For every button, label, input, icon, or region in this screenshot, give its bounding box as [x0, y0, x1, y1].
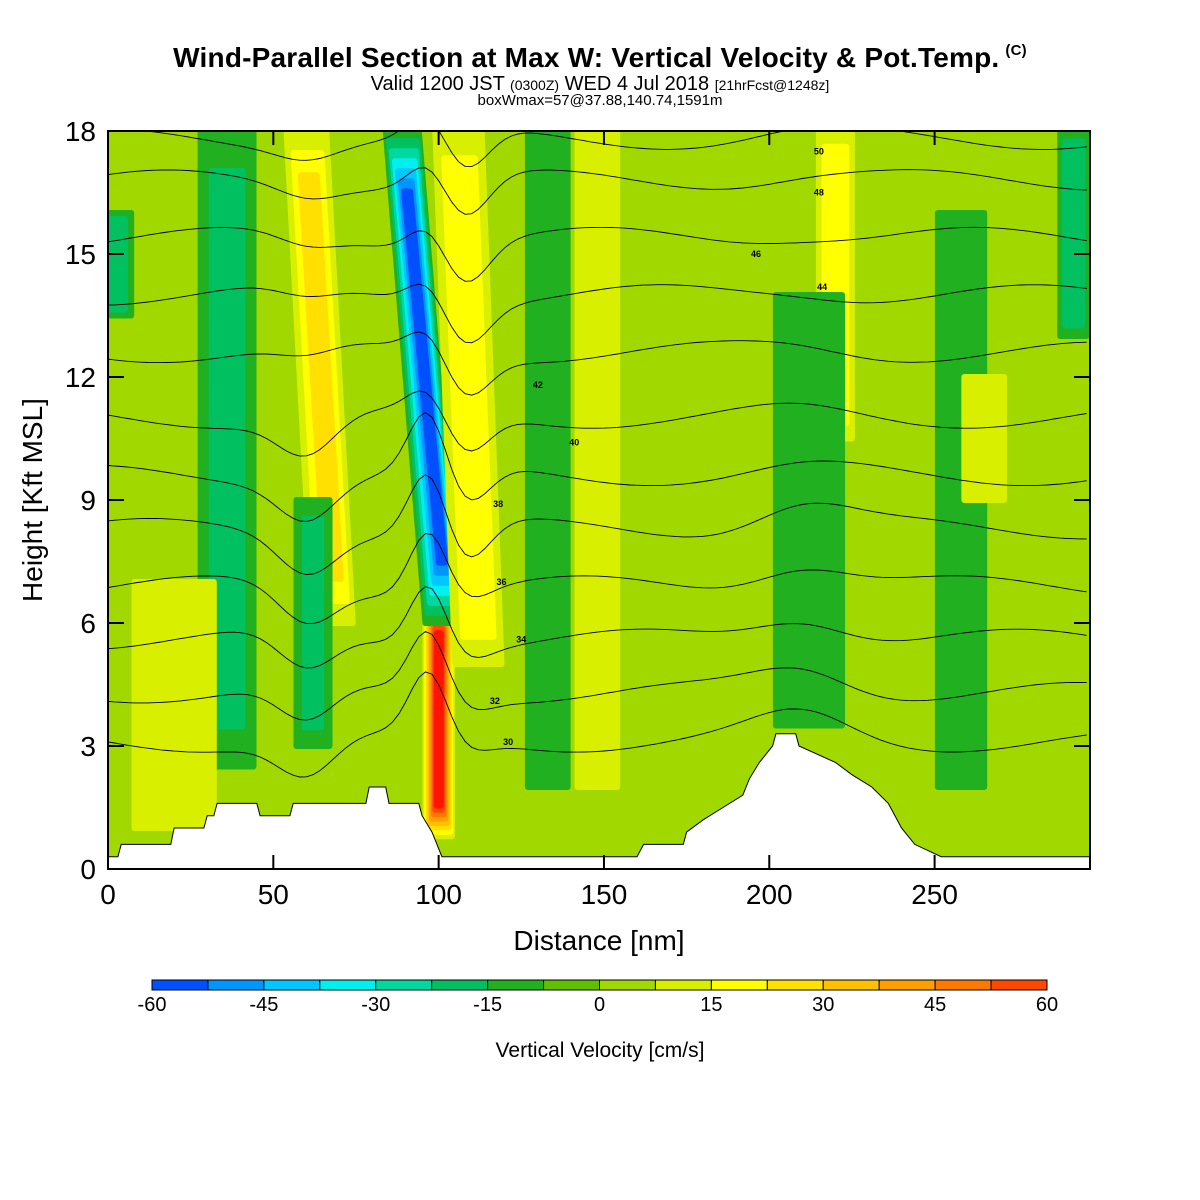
contour-label-38: 38	[493, 499, 503, 509]
colorbar-box	[151, 979, 209, 991]
w-feature-12	[108, 210, 135, 319]
w-level	[772, 292, 846, 729]
w-feature-5	[293, 497, 333, 749]
contour-label-46: 46	[751, 249, 761, 259]
contour-label-48: 48	[814, 188, 824, 198]
theta-contour-30	[108, 671, 1087, 778]
y-tick-label: 3	[80, 731, 96, 762]
w-feature-3	[432, 131, 505, 667]
terrain-mask	[108, 733, 1090, 869]
x-tick-label: 150	[581, 879, 628, 910]
x-axis-title: Distance [nm]	[513, 925, 684, 956]
colorbar-title: Vertical Velocity [cm/s]	[496, 1039, 705, 1062]
contour-label-36: 36	[496, 577, 506, 587]
w-level	[574, 131, 621, 790]
colorbar-label: 60	[1036, 994, 1058, 1016]
colorbar-box	[878, 979, 936, 991]
colorbar-label: -30	[361, 994, 390, 1016]
colorbar-box	[487, 979, 545, 991]
w-level	[131, 579, 217, 831]
theta-contour-48	[108, 226, 1087, 282]
colorbar-box	[207, 979, 265, 991]
x-tick-label: 200	[746, 879, 793, 910]
contour-label-40: 40	[569, 438, 579, 448]
x-tick-label: 50	[258, 879, 289, 910]
colorbar-label: 15	[700, 994, 722, 1016]
w-level	[297, 172, 344, 582]
colorbar-box	[375, 979, 433, 991]
y-tick-label: 9	[80, 485, 96, 516]
colorbar-box	[710, 979, 768, 991]
theta-contour-34	[108, 586, 1087, 669]
colorbar: -60 -45 -30 -15 0 15 30 45 60	[138, 979, 1058, 1016]
colorbar-label: -45	[249, 994, 278, 1016]
contour-label-42: 42	[533, 380, 543, 390]
theta-contour-46	[108, 283, 1087, 344]
theta-contour-52	[141, 131, 1087, 168]
w-feature-11	[1057, 131, 1090, 339]
vertical-velocity-field	[108, 131, 1090, 840]
w-level	[208, 167, 246, 730]
colorbar-box	[599, 979, 656, 991]
chart-title: Wind-Parallel Section at Max W: Vertical…	[173, 42, 1027, 73]
x-axis: 0 50 100 150 200 250	[100, 131, 958, 910]
colorbar-box	[654, 979, 712, 991]
w-level	[1061, 138, 1086, 329]
colorbar-label: -15	[473, 994, 502, 1016]
colorbar-label: 45	[924, 994, 946, 1016]
w-feature-0	[422, 599, 455, 840]
y-tick-label: 0	[80, 854, 96, 885]
theta-contour-32	[108, 630, 1087, 721]
x-tick-label: 0	[100, 879, 116, 910]
w-feature-14	[961, 374, 1008, 503]
colorbar-box	[543, 979, 600, 991]
y-tick-label: 15	[65, 239, 96, 270]
theta-contour-36	[108, 533, 1087, 625]
w-level	[524, 131, 571, 790]
colorbar-box	[934, 979, 992, 991]
w-feature-9	[772, 292, 846, 729]
w-level	[401, 188, 448, 566]
colorbar-box	[431, 979, 489, 991]
w-level	[441, 155, 497, 640]
w-feature-13	[131, 579, 217, 831]
title-mark: (C)	[1005, 42, 1027, 59]
y-tick-label: 12	[65, 362, 96, 393]
colorbar-box	[263, 979, 321, 991]
colorbar-box	[990, 979, 1048, 991]
colorbar-box	[822, 979, 880, 991]
contour-label-30: 30	[503, 737, 513, 747]
chart-subtitle-2: boxWmax=57@37.88,140.74,1591m	[477, 92, 723, 109]
theta-contour-50	[108, 167, 1087, 215]
chart-subtitle: Valid 1200 JST (0300Z) WED 4 Jul 2018 [2…	[370, 73, 830, 95]
theta-contour-38	[108, 474, 1087, 575]
theta-contours: 30 32 34 36 38 40 42 44 46 48 50	[108, 131, 1087, 778]
w-feature-7	[574, 131, 621, 790]
x-tick-label: 100	[415, 879, 462, 910]
x-tick-label: 250	[911, 879, 958, 910]
w-level	[961, 374, 1008, 503]
colorbar-box	[766, 979, 824, 991]
colorbar-label: 30	[812, 994, 834, 1016]
w-feature-1	[382, 131, 462, 626]
w-level	[433, 630, 444, 809]
plot-area: 30 32 34 36 38 40 42 44 46 48 50	[108, 131, 1090, 869]
colorbar-box	[319, 979, 377, 991]
y-tick-label: 18	[65, 116, 96, 147]
y-tick-label: 6	[80, 608, 96, 639]
contour-label-50: 50	[814, 147, 824, 157]
colorbar-label: 0	[594, 994, 605, 1016]
theta-contour-40	[108, 411, 1087, 522]
y-axis-title: Height [Kft MSL]	[17, 398, 48, 602]
contour-label-44: 44	[817, 282, 827, 292]
contour-label-34: 34	[516, 634, 526, 644]
w-feature-6	[524, 131, 571, 790]
contour-label-32: 32	[490, 696, 500, 706]
w-level	[301, 515, 325, 731]
theta-contour-42	[108, 390, 1087, 457]
theta-contour-44	[108, 331, 1087, 396]
colorbar-label: -60	[138, 994, 167, 1016]
